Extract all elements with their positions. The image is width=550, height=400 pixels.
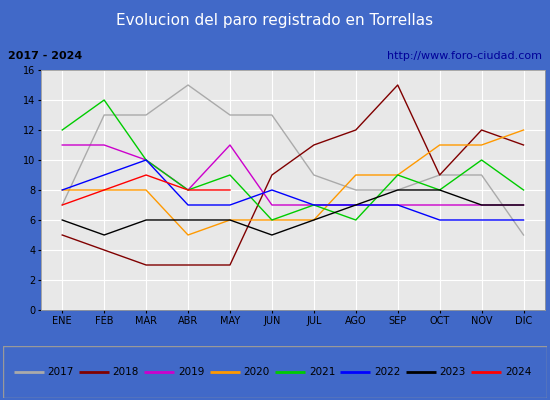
Text: 2022: 2022 (374, 367, 400, 377)
Text: http://www.foro-ciudad.com: http://www.foro-ciudad.com (387, 52, 542, 62)
Text: 2024: 2024 (505, 367, 531, 377)
Text: 2020: 2020 (244, 367, 270, 377)
Text: 2023: 2023 (439, 367, 466, 377)
Text: 2017: 2017 (47, 367, 74, 377)
Text: 2019: 2019 (178, 367, 205, 377)
Text: 2017 - 2024: 2017 - 2024 (8, 52, 82, 62)
Text: 2018: 2018 (113, 367, 139, 377)
Text: 2021: 2021 (309, 367, 335, 377)
Text: Evolucion del paro registrado en Torrellas: Evolucion del paro registrado en Torrell… (117, 14, 433, 28)
